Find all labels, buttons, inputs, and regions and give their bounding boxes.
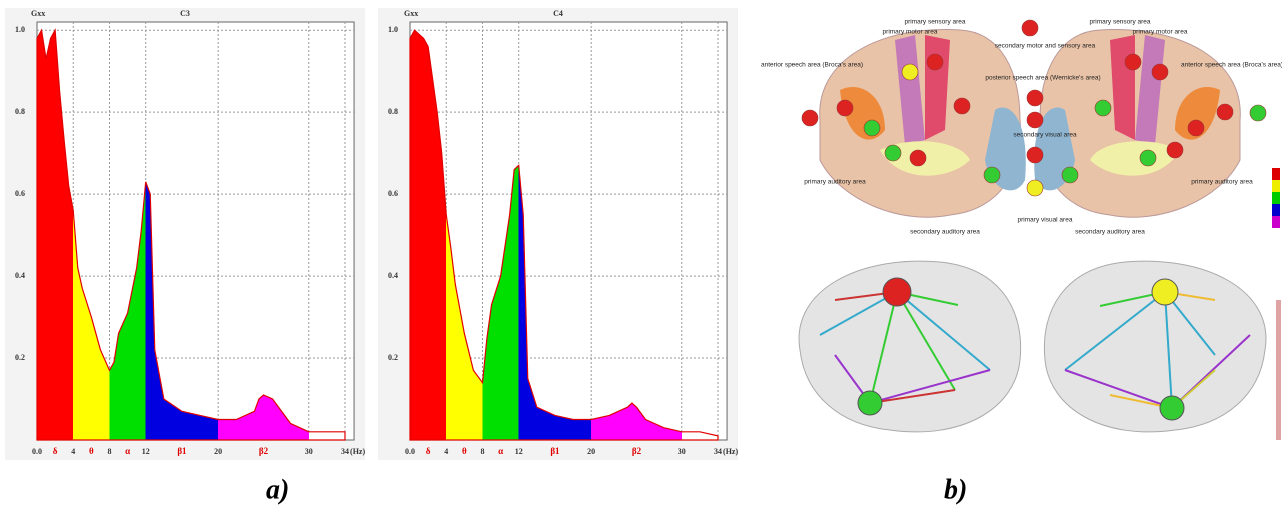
electrode: [1125, 54, 1141, 70]
area-label: anterior speech area (Broca's area): [761, 62, 863, 69]
x-tick-label: 34: [341, 447, 349, 456]
x-tick-label: 12: [515, 447, 523, 456]
electrode: [1027, 147, 1043, 163]
electrode: [885, 145, 901, 161]
x-tick-label: 12: [142, 447, 150, 456]
y-tick-label: 0.6: [388, 189, 398, 198]
area-label: primary sensory area: [1089, 19, 1150, 26]
area-label: secondary auditory area: [1075, 229, 1145, 236]
color-scale: [1272, 204, 1280, 216]
y-tick-label: 1.0: [15, 25, 25, 34]
electrode: [802, 110, 818, 126]
area-label: posterior speech area (Wernicke's area): [985, 75, 1100, 82]
electrode: [927, 54, 943, 70]
electrode: [910, 150, 926, 166]
hub-node: [1152, 279, 1178, 305]
x-tick-label: 8: [107, 447, 111, 456]
band-label: θ: [89, 446, 94, 456]
electrode: [1027, 90, 1043, 106]
y-axis-label: Gxx: [31, 9, 45, 18]
area-label: secondary auditory area: [910, 229, 980, 236]
x-tick-label: 34: [714, 447, 722, 456]
y-tick-label: 0.4: [388, 271, 398, 280]
color-scale: [1272, 168, 1280, 180]
area-label: primary motor area: [883, 29, 938, 36]
area-label: secondary motor and sensory area: [995, 43, 1096, 50]
color-scale: [1272, 216, 1280, 228]
y-tick-label: 0.6: [15, 189, 25, 198]
panel-label: a): [266, 474, 289, 505]
area-label: primary motor area: [1133, 29, 1188, 36]
band-label: β2: [259, 446, 269, 456]
x-tick-label: 30: [305, 447, 313, 456]
x-tick-label: 20: [214, 447, 222, 456]
y-tick-label: 0.4: [15, 271, 25, 280]
spectrum-chart: 0.2 0.4 0.6 0.8 1.0 0.0 4 8 12 20 30 34 δ θ α β1 β2 C4 Gxx…: [378, 8, 738, 460]
electrode: [1095, 100, 1111, 116]
area-label: primary auditory area: [804, 179, 866, 186]
x-tick-label: 0.0: [405, 447, 415, 456]
brain-top: primary motor area primary motor area prim…: [761, 5, 1282, 245]
electrode: [1022, 20, 1038, 36]
y-tick-label: 0.8: [15, 107, 25, 116]
electrode: [837, 100, 853, 116]
area-label: primary auditory area: [1191, 179, 1253, 186]
brain-bottom: [799, 261, 1281, 440]
band-label: α: [498, 446, 503, 456]
band-label: δ: [426, 446, 431, 456]
electrode: [1140, 150, 1156, 166]
area-label: anterior speech area (Broca's area): [1181, 62, 1282, 69]
band-label: δ: [53, 446, 58, 456]
x-tick-label: 8: [480, 447, 484, 456]
electrode: [954, 98, 970, 114]
x-tick-label: 30: [678, 447, 686, 456]
y-tick-label: 0.2: [15, 353, 25, 362]
electrode: [984, 167, 1000, 183]
band-label: β1: [550, 446, 560, 456]
electrode: [1062, 167, 1078, 183]
y-axis-label: Gxx: [404, 9, 418, 18]
area-label: primary sensory area: [904, 19, 965, 26]
chart-title: C4: [553, 9, 563, 18]
electrode: [1188, 120, 1204, 136]
band-label: β1: [177, 446, 187, 456]
band-label: θ: [462, 446, 467, 456]
band-label: α: [125, 446, 130, 456]
x-tick-label: 4: [444, 447, 448, 456]
hub-node: [858, 391, 882, 415]
x-tick-label: 20: [587, 447, 595, 456]
x-tick-label: 0.0: [32, 447, 42, 456]
body: primary motor area primary motor area prim…: [0, 0, 1282, 529]
panel-label: b): [944, 474, 967, 505]
electrode: [1167, 142, 1183, 158]
figure-canvas: primary motor area primary motor area prim…: [0, 0, 1282, 529]
electrode: [1027, 112, 1043, 128]
electrode: [1152, 64, 1168, 80]
color-scale: [1272, 192, 1280, 204]
area-label: primary visual area: [1018, 217, 1073, 224]
electrode: [1027, 180, 1043, 196]
electrode: [902, 64, 918, 80]
electrode: [1217, 104, 1233, 120]
spectrum-chart: 0.2 0.4 0.6 0.8 1.0 0.0 4 8 12 20 30 34 δ θ α β1 β2 C3 Gxx…: [5, 8, 365, 460]
y-tick-label: 1.0: [388, 25, 398, 34]
area-label: secondary visual area: [1013, 132, 1077, 139]
x-tick-label: 4: [71, 447, 75, 456]
figure: primary motor area primary motor area prim…: [0, 0, 1282, 529]
band-label: β2: [632, 446, 642, 456]
hub-node: [1160, 396, 1184, 420]
y-tick-label: 0.2: [388, 353, 398, 362]
x-axis-label: (Hz): [350, 447, 365, 456]
page: EEG spectra and brain areas body { margi…: [0, 0, 1282, 529]
hub-node: [883, 278, 911, 306]
electrode: [864, 120, 880, 136]
electrode: [1250, 105, 1266, 121]
color-scale: [1276, 300, 1281, 440]
color-scale: [1272, 180, 1280, 192]
y-tick-label: 0.8: [388, 107, 398, 116]
chart-title: C3: [180, 9, 190, 18]
x-axis-label: (Hz): [723, 447, 738, 456]
